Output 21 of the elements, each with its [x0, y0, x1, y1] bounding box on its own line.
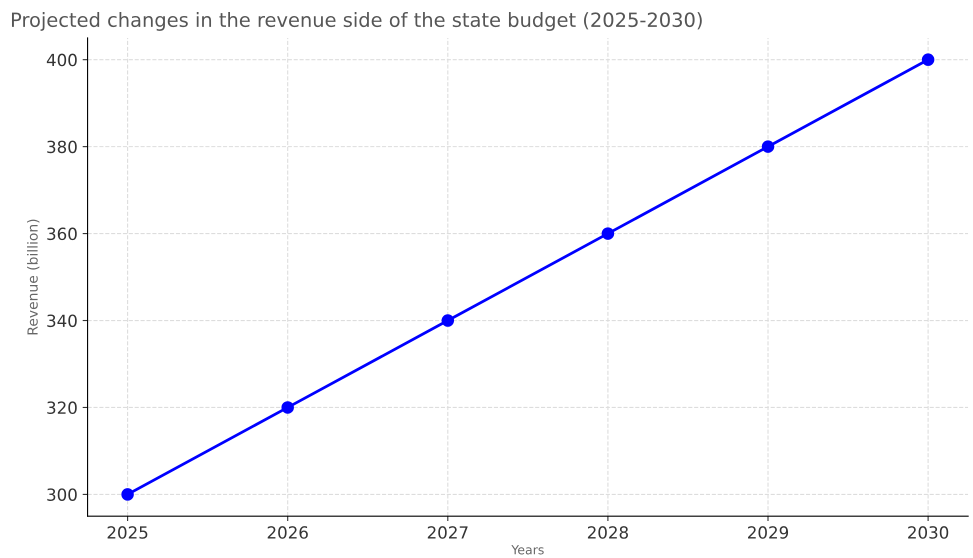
point — [121, 488, 134, 501]
x-tick-label: 2025 — [108, 526, 148, 539]
point — [602, 227, 614, 240]
y-tick-label: 300 — [47, 488, 77, 501]
y-tick-label: 380 — [47, 140, 77, 154]
point — [281, 401, 294, 414]
x-tick-label: 2026 — [268, 526, 308, 539]
y-tick-label: 320 — [47, 401, 77, 414]
x-tick-label: 2028 — [588, 526, 628, 539]
x-tick-label: 2029 — [748, 526, 788, 539]
point — [762, 140, 774, 153]
x-tick-label: 2030 — [908, 526, 948, 539]
x-axis-title: Years — [511, 545, 544, 554]
y-tick-label: 360 — [47, 228, 77, 240]
point — [442, 314, 454, 327]
chart-title: Projected changes in the revenue side of the state budget (2025-2030) — [12, 12, 702, 31]
y-axis-title: Revenue (billion) — [27, 220, 40, 334]
y-tick-label: 400 — [46, 54, 77, 66]
y-tick-label: 340 — [47, 314, 77, 328]
x-tick-label: 2027 — [428, 526, 468, 539]
point — [922, 53, 934, 66]
